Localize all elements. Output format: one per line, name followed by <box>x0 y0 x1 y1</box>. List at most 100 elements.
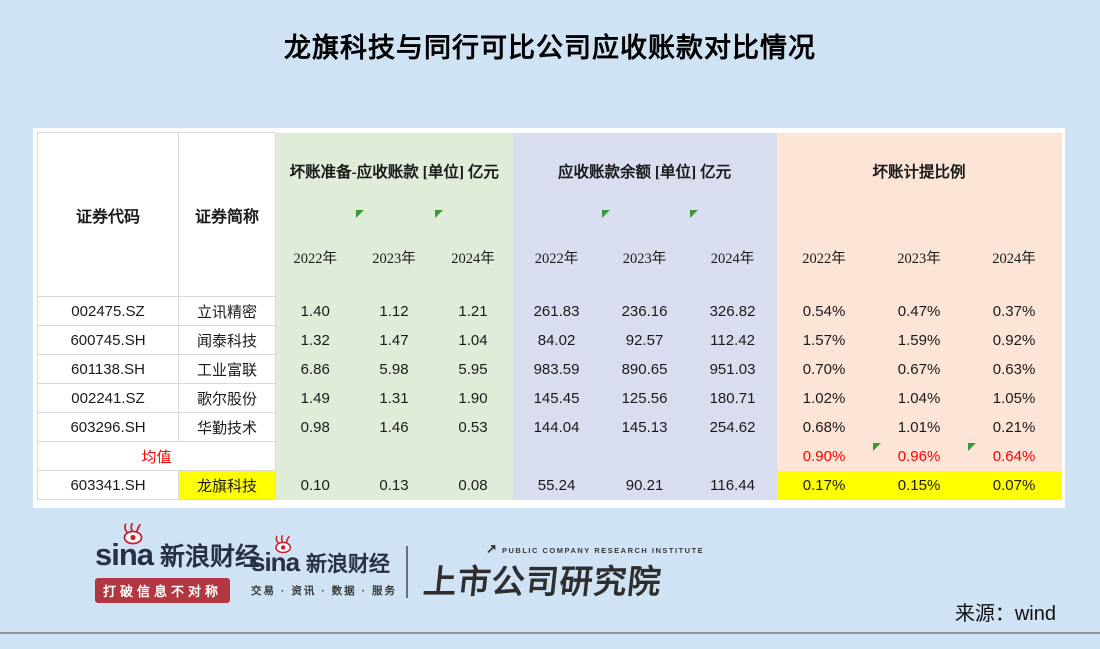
cell-ratio: 0.68% <box>776 412 872 442</box>
sina-finance-logo-primary: sina 新浪财经 打破信息不对称 <box>95 522 261 603</box>
comment-indicator-icon <box>601 209 610 218</box>
cell-provision: 0.13 <box>354 470 434 500</box>
sina-finance-name: 新浪财经 <box>160 543 261 571</box>
empty-cell <box>688 441 777 471</box>
average-ratio-value: 0.64% <box>992 447 1036 465</box>
cell-code: 601138.SH <box>37 354 179 384</box>
cell-ratio: 0.37% <box>966 296 1062 326</box>
cell-code: 002241.SZ <box>37 383 179 413</box>
comparison-table: 证券代码 证券简称 坏账准备-应收账款 [单位] 亿元 应收账款余额 [单位] … <box>37 132 1062 500</box>
cell-provision: 1.04 <box>433 325 513 355</box>
table-row: 603296.SH 华勤技术 0.98 1.46 0.53 144.04 145… <box>37 412 1062 442</box>
comment-indicator-icon <box>434 209 443 218</box>
cell-name-highlighted: 龙旗科技 <box>178 470 276 500</box>
cell-ratio-highlighted: 0.15% <box>871 470 967 500</box>
group-header-balance: 应收账款余额 [单位] 亿元 <box>512 132 777 209</box>
year-header: 2024年 <box>966 238 1062 297</box>
cell-ratio: 0.70% <box>776 354 872 384</box>
research-institute-logo: ↗ PUBLIC COMPANY RESEARCH INSTITUTE 上市公司… <box>421 541 704 603</box>
average-ratio: 0.64% <box>966 441 1062 471</box>
sina-eye-icon <box>273 535 295 559</box>
cell-provision: 5.98 <box>354 354 434 384</box>
table-card: 证券代码 证券简称 坏账准备-应收账款 [单位] 亿元 应收账款余额 [单位] … <box>33 128 1065 508</box>
cell-ratio: 0.54% <box>776 296 872 326</box>
spacer-cell <box>600 208 689 239</box>
cell-name: 工业富联 <box>178 354 276 384</box>
cell-provision: 1.21 <box>433 296 513 326</box>
empty-cell <box>600 441 689 471</box>
sina-finance-name: 新浪财经 <box>306 553 391 576</box>
header-name: 证券简称 <box>178 132 276 297</box>
cell-balance: 125.56 <box>600 383 689 413</box>
cell-code: 603296.SH <box>37 412 179 442</box>
table-row: 600745.SH 闻泰科技 1.32 1.47 1.04 84.02 92.5… <box>37 325 1062 355</box>
cell-provision: 1.31 <box>354 383 434 413</box>
average-label: 均值 <box>37 441 276 471</box>
research-institute-en-text: PUBLIC COMPANY RESEARCH INSTITUTE <box>502 546 705 555</box>
cell-provision: 0.53 <box>433 412 513 442</box>
cell-name: 歌尔股份 <box>178 383 276 413</box>
sina-finance-logo-secondary: sina 新浪财经 交易 · 资讯 · 数据 · 服务 <box>251 535 397 598</box>
research-institute-cn: 上市公司研究院 <box>421 563 664 600</box>
cell-balance: 144.04 <box>512 412 601 442</box>
logo-divider <box>406 546 408 598</box>
cell-ratio: 0.21% <box>966 412 1062 442</box>
cell-provision: 1.32 <box>275 325 355 355</box>
cell-provision: 0.10 <box>275 470 355 500</box>
empty-cell <box>275 441 355 471</box>
empty-cell <box>433 441 513 471</box>
cell-code: 002475.SZ <box>37 296 179 326</box>
header-row-indicators <box>38 208 1062 239</box>
cell-code: 600745.SH <box>37 325 179 355</box>
cell-balance: 261.83 <box>512 296 601 326</box>
average-ratio: 0.90% <box>776 441 872 471</box>
cell-ratio: 1.57% <box>776 325 872 355</box>
cell-balance: 92.57 <box>600 325 689 355</box>
page-title: 龙旗科技与同行可比公司应收账款对比情况 <box>284 33 816 63</box>
cell-balance: 983.59 <box>512 354 601 384</box>
cell-ratio: 1.01% <box>871 412 967 442</box>
year-header: 2023年 <box>354 238 434 297</box>
cell-ratio: 1.05% <box>966 383 1062 413</box>
cell-name: 闻泰科技 <box>178 325 276 355</box>
cell-balance: 145.45 <box>512 383 601 413</box>
cell-ratio-highlighted: 0.17% <box>776 470 872 500</box>
cell-balance: 145.13 <box>600 412 689 442</box>
average-ratio-value: 0.96% <box>897 447 941 465</box>
empty-cell <box>354 441 434 471</box>
comment-indicator-icon <box>872 442 881 451</box>
empty-cell <box>512 441 601 471</box>
table-row: 002241.SZ 歌尔股份 1.49 1.31 1.90 145.45 125… <box>37 383 1062 413</box>
cell-ratio: 1.04% <box>871 383 967 413</box>
year-header: 2024年 <box>433 238 513 297</box>
cell-balance: 951.03 <box>688 354 777 384</box>
header-row-groups: 证券代码 证券简称 坏账准备-应收账款 [单位] 亿元 应收账款余额 [单位] … <box>37 132 1062 297</box>
comment-indicator-icon <box>355 209 364 218</box>
cell-ratio-highlighted: 0.07% <box>966 470 1062 500</box>
cell-provision: 0.98 <box>275 412 355 442</box>
cell-provision: 1.12 <box>354 296 434 326</box>
cell-balance: 890.65 <box>600 354 689 384</box>
cell-ratio: 1.59% <box>871 325 967 355</box>
cell-name: 华勤技术 <box>178 412 276 442</box>
cell-code: 603341.SH <box>37 470 179 500</box>
cell-balance: 180.71 <box>688 383 777 413</box>
year-header: 2023年 <box>871 238 967 297</box>
sina-wordmark: sina <box>95 537 154 572</box>
data-source-label: 来源：wind <box>954 603 1056 625</box>
research-institute-en: ↗ PUBLIC COMPANY RESEARCH INSTITUTE <box>424 541 704 557</box>
arrow-icon: ↗ <box>486 541 499 556</box>
header-code: 证券代码 <box>37 132 179 297</box>
average-ratio: 0.96% <box>871 441 967 471</box>
table-row: 002475.SZ 立讯精密 1.40 1.12 1.21 261.83 236… <box>37 296 1062 326</box>
cell-balance: 326.82 <box>688 296 777 326</box>
year-header: 2022年 <box>275 238 355 297</box>
cell-balance: 112.42 <box>688 325 777 355</box>
spacer-cell <box>688 208 777 239</box>
cell-ratio: 1.02% <box>776 383 872 413</box>
spacer-cell <box>512 208 601 239</box>
sina-services-tagline: 交易 · 资讯 · 数据 · 服务 <box>251 585 397 597</box>
cell-provision: 1.90 <box>433 383 513 413</box>
cell-provision: 6.86 <box>275 354 355 384</box>
spacer-cell <box>275 208 355 239</box>
